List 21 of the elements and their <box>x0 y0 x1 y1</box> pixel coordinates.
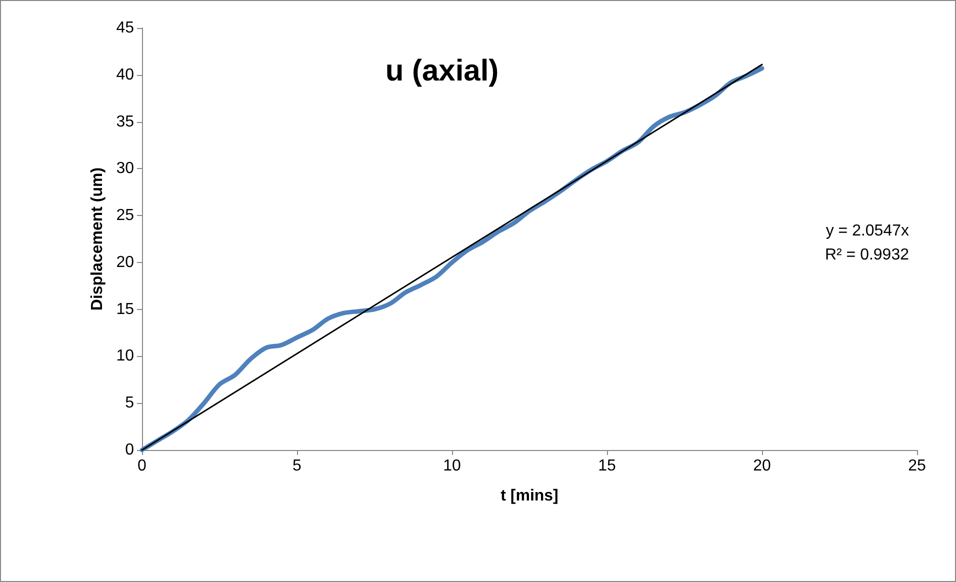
x-tick-label: 10 <box>443 458 461 474</box>
x-tick-label: 0 <box>138 458 147 474</box>
y-axis-title: Displacement (um) <box>88 167 106 311</box>
x-tick-label: 15 <box>598 458 616 474</box>
y-tick-label: 35 <box>116 113 134 130</box>
y-tick-label: 20 <box>116 254 134 271</box>
x-axis-title: t [mins] <box>500 488 558 504</box>
y-tick-label: 5 <box>125 394 134 412</box>
y-tick-label: 25 <box>116 207 134 224</box>
y-tick-label: 40 <box>116 66 134 84</box>
annotation: R² = 0.9932 <box>824 246 910 264</box>
y-tick-label: 10 <box>116 348 134 365</box>
y-tick-label: 0 <box>125 442 134 458</box>
annotation: y = 2.0547x <box>826 222 909 240</box>
x-tick-label: 5 <box>292 458 302 474</box>
x-tick-label: 25 <box>908 458 926 474</box>
y-tick-label: 15 <box>116 300 134 318</box>
x-tick-label: 20 <box>753 458 771 474</box>
text: u (axial) <box>385 54 499 88</box>
y-tick-label: 30 <box>116 160 134 178</box>
y-tick-label: 45 <box>116 20 134 36</box>
